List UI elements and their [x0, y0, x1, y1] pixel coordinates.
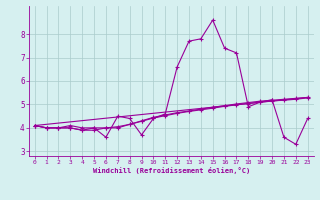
X-axis label: Windchill (Refroidissement éolien,°C): Windchill (Refroidissement éolien,°C): [92, 167, 250, 174]
